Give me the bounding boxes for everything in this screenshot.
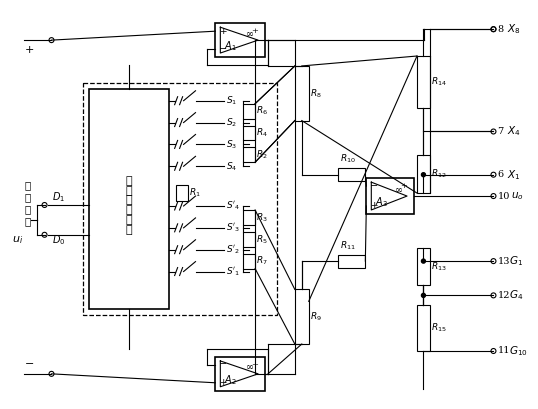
Text: $S_2$: $S_2$	[226, 116, 237, 129]
Text: 输: 输	[25, 204, 31, 214]
Text: $R_4$: $R_4$	[256, 127, 268, 139]
Text: +: +	[370, 202, 378, 211]
Text: ∞: ∞	[395, 186, 403, 195]
Circle shape	[421, 259, 426, 263]
Text: $u_o$: $u_o$	[511, 190, 524, 202]
Bar	[417, 305, 430, 351]
Text: ∞: ∞	[246, 30, 254, 39]
Text: +: +	[251, 361, 258, 369]
Text: +: +	[251, 27, 258, 35]
Text: 入: 入	[25, 216, 31, 226]
Bar	[83, 83, 277, 315]
Bar	[243, 126, 255, 140]
Bar	[417, 248, 430, 285]
Text: 8: 8	[498, 25, 504, 34]
Text: $D_1$: $D_1$	[53, 190, 66, 204]
Text: 驱: 驱	[126, 205, 132, 215]
Text: −: −	[220, 45, 228, 54]
Text: +: +	[220, 27, 227, 36]
Text: $R_1$: $R_1$	[188, 187, 200, 199]
Bar	[243, 147, 255, 162]
Bar	[175, 185, 188, 201]
Bar	[243, 254, 255, 269]
Text: 译: 译	[126, 176, 132, 186]
Text: $X_8$: $X_8$	[507, 22, 521, 36]
Text: 10: 10	[498, 191, 510, 200]
Text: 数: 数	[25, 180, 31, 190]
Text: +: +	[220, 378, 227, 387]
Text: $R_7$: $R_7$	[256, 255, 268, 267]
Text: $R_9$: $R_9$	[310, 310, 322, 323]
Text: $X_1$: $X_1$	[507, 168, 521, 182]
Text: +: +	[25, 45, 34, 55]
Bar	[243, 210, 255, 225]
Bar	[366, 178, 414, 214]
Bar	[337, 168, 365, 181]
Text: $R_5$: $R_5$	[256, 233, 268, 245]
Bar	[243, 232, 255, 247]
Text: 12: 12	[498, 291, 510, 300]
Text: $R_{14}$: $R_{14}$	[431, 76, 447, 88]
Bar	[295, 290, 309, 344]
Text: $D_0$: $D_0$	[53, 233, 66, 247]
Text: $S_4$: $S_4$	[226, 160, 238, 173]
Text: $G_1$: $G_1$	[509, 254, 523, 268]
Text: $R_3$: $R_3$	[256, 211, 268, 224]
Text: 器: 器	[126, 225, 132, 235]
Text: 字: 字	[25, 192, 31, 202]
Text: $G_4$: $G_4$	[509, 288, 523, 302]
Circle shape	[421, 293, 426, 297]
Text: 动: 动	[126, 215, 132, 225]
Text: $S'_3$: $S'_3$	[226, 222, 240, 234]
Bar	[295, 66, 309, 121]
Text: $R_2$: $R_2$	[256, 148, 268, 161]
Bar	[417, 155, 430, 193]
Text: $R_{12}$: $R_{12}$	[431, 168, 447, 180]
Bar	[215, 357, 265, 391]
Text: 码: 码	[126, 186, 132, 196]
Bar	[417, 56, 430, 108]
Text: 11: 11	[498, 346, 510, 355]
Text: $u_i$: $u_i$	[12, 234, 23, 246]
Bar	[215, 23, 265, 57]
Text: ∞: ∞	[246, 363, 254, 372]
Text: $R_{15}$: $R_{15}$	[431, 322, 447, 335]
Bar	[89, 89, 169, 309]
Text: $R_{10}$: $R_{10}$	[339, 153, 356, 165]
Bar	[337, 255, 365, 267]
Text: $S_1$: $S_1$	[226, 94, 237, 107]
Bar	[243, 104, 255, 119]
Text: $A_3$: $A_3$	[375, 195, 388, 209]
Text: 6: 6	[498, 170, 504, 179]
Text: −: −	[25, 359, 34, 369]
Text: $R_{13}$: $R_{13}$	[431, 260, 447, 273]
Text: +: +	[400, 182, 407, 190]
Text: 13: 13	[498, 256, 510, 265]
Text: $S'_4$: $S'_4$	[226, 200, 240, 212]
Text: $A_1$: $A_1$	[224, 39, 237, 53]
Text: 7: 7	[498, 127, 504, 136]
Text: $R_8$: $R_8$	[310, 87, 322, 99]
Text: －: －	[126, 195, 132, 205]
Text: $X_4$: $X_4$	[507, 125, 521, 138]
Text: $G_{10}$: $G_{10}$	[509, 344, 528, 358]
Text: $S_3$: $S_3$	[226, 138, 237, 151]
Circle shape	[421, 173, 426, 177]
Text: −: −	[220, 360, 228, 369]
Text: $R_{11}$: $R_{11}$	[339, 239, 355, 252]
Text: $A_2$: $A_2$	[224, 373, 237, 387]
Text: $S'_1$: $S'_1$	[226, 265, 240, 278]
Text: $R_6$: $R_6$	[256, 105, 268, 117]
Text: $S'_2$: $S'_2$	[226, 243, 240, 256]
Text: −: −	[370, 182, 378, 191]
